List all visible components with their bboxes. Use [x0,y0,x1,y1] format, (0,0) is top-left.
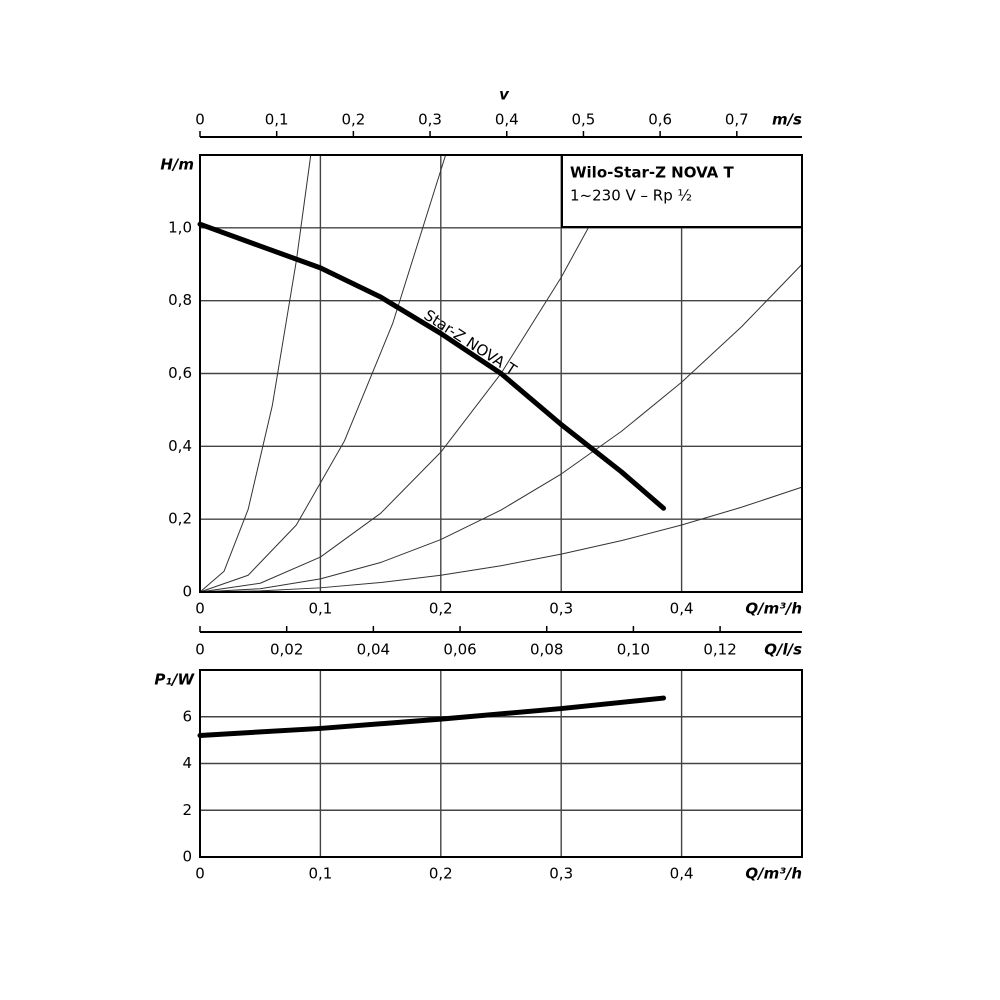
y-tick-label: 6 [182,707,192,725]
axis-unit: m/s [772,111,802,129]
curve [199,227,589,593]
curve [199,154,312,593]
title-box [561,154,803,228]
x2-tick-label: 0 [195,641,205,659]
plot-frame [199,669,803,858]
chart-subtitle: 1~230 V – Rp ½ [570,187,692,205]
x-tick-label: 0,3 [549,865,573,883]
y-tick-label: 0,6 [168,364,192,382]
x2-tick-label: 0,1 [265,111,289,129]
x2-tick-label: 0,2 [341,111,365,129]
x-tick-label: 0 [195,865,205,883]
x2-tick-label: 0,3 [418,111,442,129]
x2-tick-label: 0,04 [357,641,390,659]
x-tick-label: 0,2 [429,865,453,883]
curve-label: Star-Z NOVA T [421,306,521,380]
x-axis-label: Q/m³/h [745,865,802,883]
axis-label: v [499,86,510,104]
x-tick-label: 0,1 [308,600,332,618]
x2-tick-label: 0,08 [530,641,563,659]
x2-tick-label: 0,5 [572,111,596,129]
axis-label: Q/l/s [764,641,802,659]
x2-tick-label: 0,10 [617,641,650,659]
y-axis-label: P₁/W [154,671,195,689]
chart-title: Wilo-Star-Z NOVA T [570,164,735,182]
y-tick-label: 0,8 [168,291,192,309]
curve [197,695,667,738]
y-axis-label: H/m [160,156,194,174]
y-tick-label: 0 [182,583,192,601]
curve [199,486,803,593]
x2-tick-label: 0,7 [725,111,749,129]
x-tick-label: 0,4 [670,865,694,883]
curve [197,221,667,511]
x2-tick-label: 0,12 [703,641,736,659]
x2-tick-label: 0 [195,111,205,129]
y-tick-label: 1,0 [168,218,192,236]
y-tick-label: 0,2 [168,510,192,528]
curve [199,263,803,593]
x-tick-label: 0 [195,600,205,618]
curve [199,154,447,593]
x-tick-label: 0,4 [670,600,694,618]
x-tick-label: 0,3 [549,600,573,618]
x2-tick-label: 0,4 [495,111,519,129]
x-tick-label: 0,2 [429,600,453,618]
y-tick-label: 0 [182,848,192,866]
plot-frame [199,154,803,593]
x2-tick-label: 0,06 [443,641,476,659]
x2-tick-label: 0,02 [270,641,303,659]
x-axis-label: Q/m³/h [745,600,802,618]
x2-tick-label: 0,6 [648,111,672,129]
y-tick-label: 0,4 [168,437,192,455]
y-tick-label: 4 [182,754,192,772]
x-tick-label: 0,1 [308,865,332,883]
y-tick-label: 2 [182,801,192,819]
